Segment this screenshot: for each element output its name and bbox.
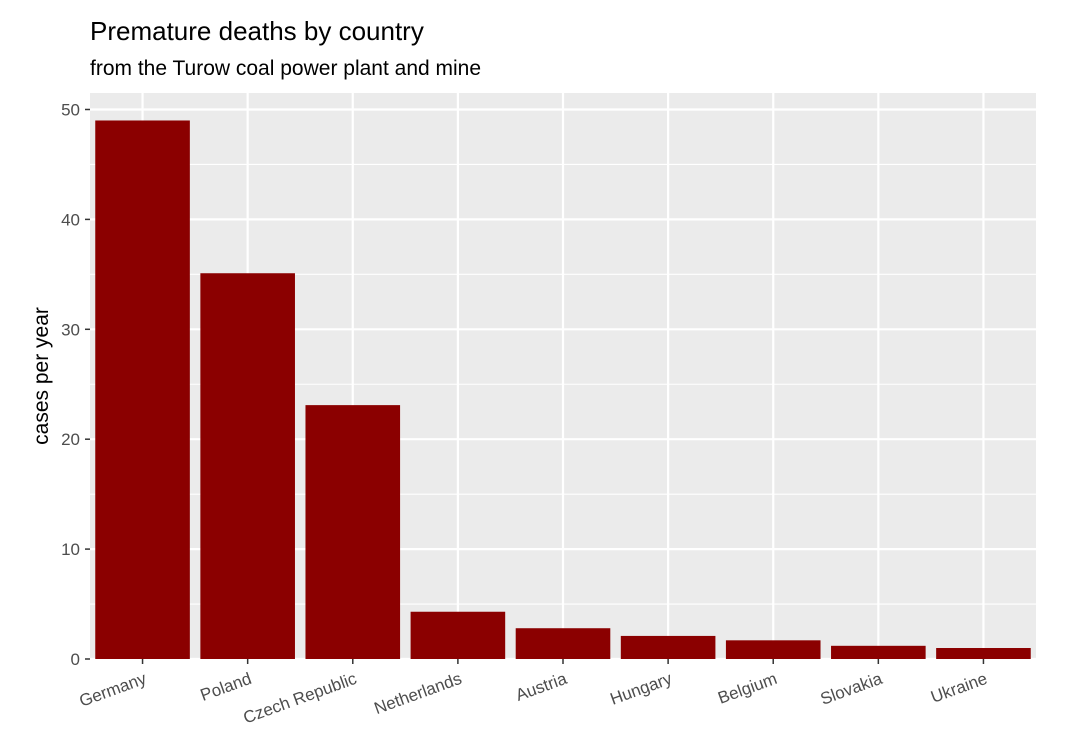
x-tick-label: Poland: [198, 669, 254, 705]
bar: [620, 635, 716, 659]
bar: [410, 611, 506, 659]
bar: [515, 628, 611, 659]
x-tick-label: Ukraine: [928, 669, 990, 707]
y-axis-label: cases per year: [30, 307, 53, 445]
chart-subtitle: from the Turow coal power plant and mine: [90, 57, 482, 80]
y-tick-label: 10: [61, 540, 80, 559]
y-tick-label: 30: [61, 320, 80, 339]
x-tick-label: Czech Republic: [241, 669, 360, 728]
chart-title: Premature deaths by country: [90, 16, 424, 46]
bar: [725, 640, 821, 659]
bar: [200, 273, 295, 659]
x-tick-label: Austria: [513, 669, 570, 705]
y-tick-label: 40: [61, 210, 80, 229]
bar: [95, 120, 190, 660]
x-tick-label: Netherlands: [372, 669, 465, 718]
x-tick-label: Slovakia: [818, 669, 885, 709]
y-tick-label: 50: [61, 100, 80, 119]
bar: [831, 645, 926, 659]
bar: [936, 648, 1031, 659]
x-tick-label: Hungary: [608, 669, 675, 709]
bar: [305, 405, 401, 659]
y-tick-label: 20: [61, 430, 80, 449]
x-tick-label: Belgium: [715, 669, 779, 708]
y-tick-label: 0: [71, 650, 80, 669]
bars: [95, 120, 1031, 660]
x-tick-label: Germany: [77, 669, 150, 711]
y-axis: 0 10 20 30 40 50: [61, 100, 90, 669]
